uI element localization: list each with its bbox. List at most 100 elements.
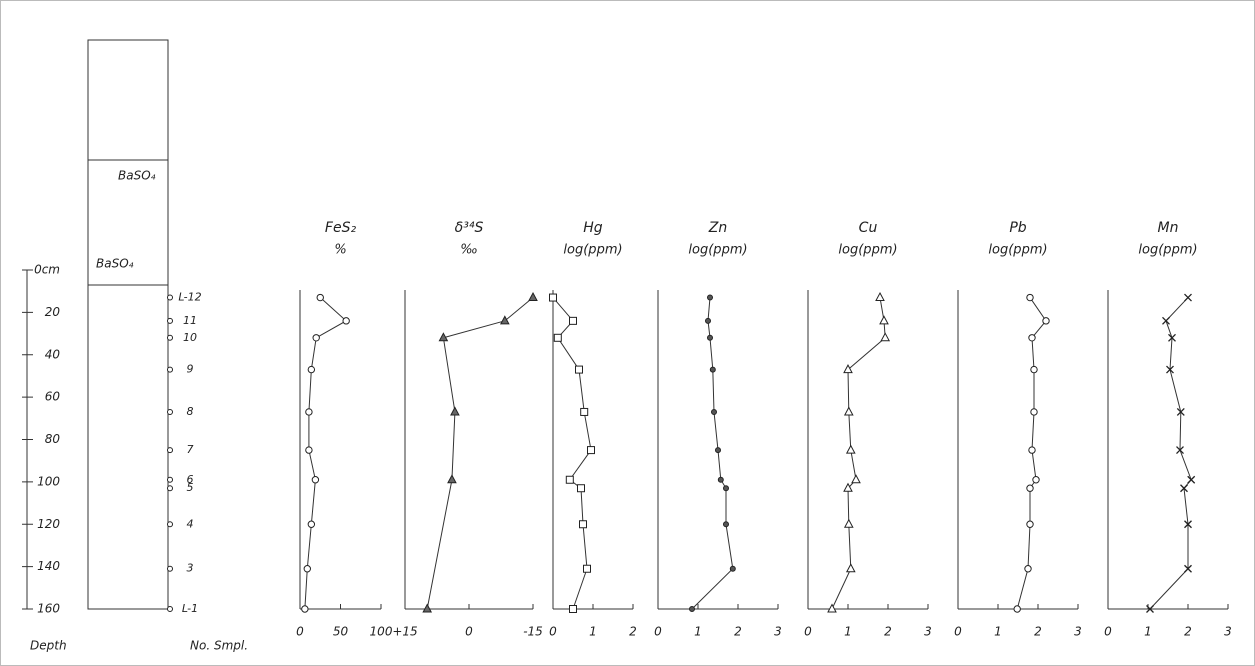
annotation: BaSO₄ xyxy=(96,257,134,271)
sample-label: 10 xyxy=(183,331,197,344)
sample-label: 3 xyxy=(187,562,194,575)
data-point xyxy=(304,566,310,572)
data-point xyxy=(588,447,595,454)
sample-point xyxy=(168,409,173,414)
x-tick-label: 3 xyxy=(1074,625,1082,639)
sample-point xyxy=(168,566,173,571)
data-point xyxy=(308,366,314,372)
data-point xyxy=(724,486,729,491)
x-tick-label: +15 xyxy=(392,625,417,639)
panel-title: Pb xyxy=(1009,220,1026,236)
sample-point xyxy=(168,335,173,340)
figure: BaSO₄ BaSO₄ Depth No. Smpl. 0cm204060801… xyxy=(0,0,1255,666)
data-point xyxy=(313,335,319,341)
x-tick-label: 2 xyxy=(1184,625,1192,639)
y-tick-label: 140 xyxy=(37,559,60,573)
x-tick-label: 1 xyxy=(994,625,1002,639)
sample-label: 8 xyxy=(187,405,194,418)
x-tick-label: 2 xyxy=(884,625,892,639)
data-point xyxy=(1033,477,1039,483)
sample-point xyxy=(168,486,173,491)
data-point xyxy=(1025,566,1031,572)
x-tick-label: 0 xyxy=(1104,625,1112,639)
data-point xyxy=(724,522,729,527)
x-tick-label: 0 xyxy=(465,625,473,639)
panel-unit: % xyxy=(334,243,346,258)
annotation: BaSO₄ xyxy=(118,169,156,183)
x-tick-label: 0 xyxy=(549,625,557,639)
data-point xyxy=(718,477,723,482)
x-tick-label: -15 xyxy=(523,625,543,639)
data-point xyxy=(570,317,577,324)
x-tick-label: 1 xyxy=(589,625,597,639)
data-point xyxy=(576,366,583,373)
data-point xyxy=(708,335,713,340)
data-point xyxy=(584,565,591,572)
data-point xyxy=(550,294,557,301)
panel-title: Mn xyxy=(1158,220,1179,236)
y-tick-label: 100 xyxy=(37,474,60,488)
sample-point xyxy=(168,448,173,453)
data-point xyxy=(317,294,323,300)
data-point xyxy=(1027,294,1033,300)
panel-unit: log(ppm) xyxy=(688,243,747,258)
x-tick-label: 1 xyxy=(844,625,852,639)
y-tick-label: 60 xyxy=(45,390,61,404)
sample-label: 4 xyxy=(187,517,194,530)
x-tick-label: 100 xyxy=(370,625,393,639)
y-tick-label: 20 xyxy=(45,305,61,319)
data-point xyxy=(712,409,717,414)
data-point xyxy=(308,521,314,527)
x-tick-label: 2 xyxy=(629,625,637,639)
data-point xyxy=(708,295,713,300)
data-point xyxy=(1027,521,1033,527)
data-point xyxy=(1027,485,1033,491)
x-tick-label: 3 xyxy=(1224,625,1232,639)
data-point xyxy=(706,318,711,323)
panel-title: Hg xyxy=(583,220,603,236)
x-tick-label: 3 xyxy=(924,625,932,639)
data-point xyxy=(1029,447,1035,453)
y-tick-label: 160 xyxy=(37,602,60,616)
y-tick-label: 40 xyxy=(45,347,61,361)
panel-title: δ³⁴S xyxy=(455,220,484,236)
x-tick-label: 0 xyxy=(954,625,962,639)
data-point xyxy=(581,408,588,415)
y-tick-label: 0cm xyxy=(34,263,60,277)
data-point xyxy=(1031,366,1037,372)
data-point xyxy=(570,606,577,613)
sample-label: L-12 xyxy=(178,291,201,304)
panel-unit: log(ppm) xyxy=(563,243,622,258)
sample-point xyxy=(168,367,173,372)
axis-label: Depth xyxy=(30,639,67,653)
panel-unit: log(ppm) xyxy=(838,243,897,258)
data-point xyxy=(578,485,585,492)
data-point xyxy=(730,566,735,571)
y-tick-label: 120 xyxy=(37,517,60,531)
data-point xyxy=(1043,318,1049,324)
data-point xyxy=(566,476,573,483)
sample-label: 9 xyxy=(187,363,194,376)
x-tick-label: 50 xyxy=(333,625,349,639)
x-tick-label: 1 xyxy=(694,625,702,639)
x-tick-label: 3 xyxy=(774,625,782,639)
sample-point xyxy=(168,318,173,323)
data-point xyxy=(1014,606,1020,612)
sample-point xyxy=(168,607,173,612)
sample-point xyxy=(168,522,173,527)
data-point xyxy=(710,367,715,372)
x-tick-label: 0 xyxy=(296,625,304,639)
sample-point xyxy=(168,295,173,300)
data-point xyxy=(312,477,318,483)
x-tick-label: 2 xyxy=(734,625,742,639)
data-point xyxy=(690,607,695,612)
data-point xyxy=(306,447,312,453)
data-point xyxy=(554,334,561,341)
panel-unit: log(ppm) xyxy=(1138,243,1197,258)
panel-title: FeS₂ xyxy=(325,220,357,236)
x-tick-label: 2 xyxy=(1034,625,1042,639)
data-point xyxy=(580,521,587,528)
data-point xyxy=(716,448,721,453)
panel-unit: log(ppm) xyxy=(988,243,1047,258)
data-point xyxy=(1031,409,1037,415)
